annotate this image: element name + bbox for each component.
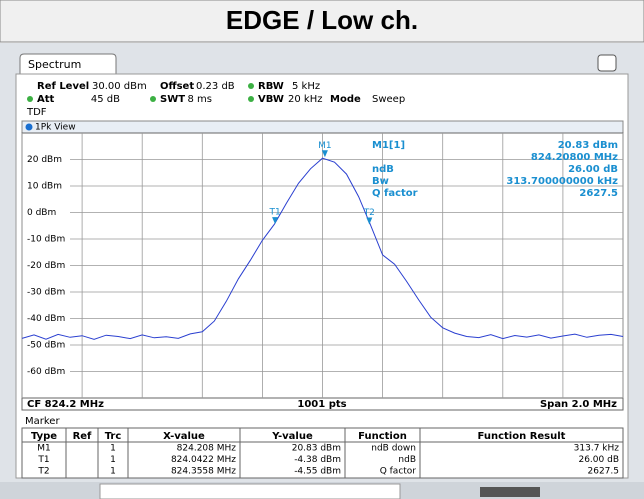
marker	[272, 217, 279, 225]
table-cell: ndB	[398, 455, 416, 465]
setting-value: 45 dB	[91, 94, 120, 105]
setting-label: VBW	[258, 94, 284, 105]
table-cell: 824.208 MHz	[177, 444, 237, 454]
view-dot	[25, 123, 33, 131]
marker-table	[21, 427, 624, 479]
table-cell: 1	[110, 455, 116, 465]
table-header: Type	[31, 431, 57, 442]
table-cell: -4.55 dBm	[294, 467, 341, 477]
tab[interactable]	[19, 53, 117, 74]
table-cell: 20.83 dBm	[292, 444, 341, 454]
table-cell: Q factor	[380, 467, 417, 477]
marker-title: Marker	[25, 416, 60, 427]
y-tick-label: -50 dBm	[27, 341, 65, 351]
footer-center: 1001 pts	[297, 399, 346, 410]
y-tick-label: -40 dBm	[27, 314, 65, 324]
setting-value: 5 kHz	[292, 81, 320, 92]
table-cell: 26.00 dB	[578, 455, 619, 465]
table-header: Y-value	[271, 431, 313, 442]
view-bar	[21, 120, 624, 134]
status-dot	[150, 96, 156, 102]
table-header: Trc	[105, 431, 122, 442]
setting-label: Att	[37, 94, 55, 105]
y-tick-label: -60 dBm	[27, 367, 65, 377]
trace	[21, 157, 624, 340]
table-cell: T2	[37, 467, 49, 477]
marker-info-label: M1[1]	[372, 140, 405, 151]
marker-label: M1	[318, 141, 332, 151]
setting-value: 8 ms	[188, 94, 213, 105]
marker-label: T1	[268, 208, 280, 218]
marker-info-label: Q factor	[372, 188, 418, 199]
setting-label: RBW	[258, 81, 284, 92]
menu-icon[interactable]	[597, 54, 617, 72]
y-tick-label: -30 dBm	[27, 288, 65, 298]
status-dot	[248, 83, 254, 89]
setting-value: 20 kHz	[288, 94, 322, 105]
view-label: 1Pk View	[35, 123, 76, 133]
status-indicator	[480, 487, 540, 497]
marker-info-label: ndB	[372, 164, 394, 175]
setting-label: Offset	[160, 81, 194, 92]
table-header: Function	[358, 431, 407, 442]
table-cell: M1	[37, 444, 51, 454]
marker-info-value: 2627.5	[579, 188, 618, 199]
status-dot	[27, 96, 33, 102]
y-tick-label: 20 dBm	[27, 155, 62, 165]
tab-label: Spectrum	[28, 58, 81, 71]
marker-info-value: 20.83 dBm	[558, 140, 618, 151]
setting-value: 0.23 dB	[196, 81, 235, 92]
table-header: Function Result	[478, 431, 566, 442]
table-cell: -4.38 dBm	[294, 455, 341, 465]
table-cell: ndB down	[371, 444, 416, 454]
marker-info-value: 824.20800 MHz	[531, 152, 618, 163]
footer-left: CF 824.2 MHz	[27, 399, 104, 410]
table-cell: 1	[110, 444, 116, 454]
status-field	[99, 483, 401, 499]
y-tick-label: 0 dBm	[27, 208, 56, 218]
marker-info-label: Bw	[372, 176, 389, 187]
marker-info-value: 26.00 dB	[568, 164, 618, 175]
setting-label: Mode	[330, 94, 361, 105]
status-dot	[248, 96, 254, 102]
marker	[366, 217, 373, 225]
table-cell: 2627.5	[588, 467, 620, 477]
table-cell: T1	[37, 455, 49, 465]
y-tick-label: -20 dBm	[27, 261, 65, 271]
footer-right: Span 2.0 MHz	[540, 399, 617, 410]
y-tick-label: -10 dBm	[27, 235, 65, 245]
marker-info-value: 313.700000000 kHz	[506, 176, 618, 187]
marker-label: T2	[363, 208, 375, 218]
title: EDGE / Low ch.	[226, 5, 418, 35]
table-cell: 1	[110, 467, 116, 477]
y-tick-label: 10 dBm	[27, 182, 62, 192]
setting-value: Sweep	[372, 94, 405, 105]
setting-label: Ref Level	[37, 81, 89, 92]
tdf: TDF	[26, 107, 47, 118]
table-header: Ref	[73, 431, 92, 442]
table-cell: 824.0422 MHz	[171, 455, 236, 465]
table-cell: 313.7 kHz	[574, 444, 620, 454]
setting-value: 30.00 dBm	[92, 81, 147, 92]
marker	[321, 150, 328, 158]
table-header: X-value	[163, 431, 205, 442]
table-cell: 824.3558 MHz	[171, 467, 236, 477]
setting-label: SWT	[160, 94, 185, 105]
title-bar	[0, 0, 644, 43]
